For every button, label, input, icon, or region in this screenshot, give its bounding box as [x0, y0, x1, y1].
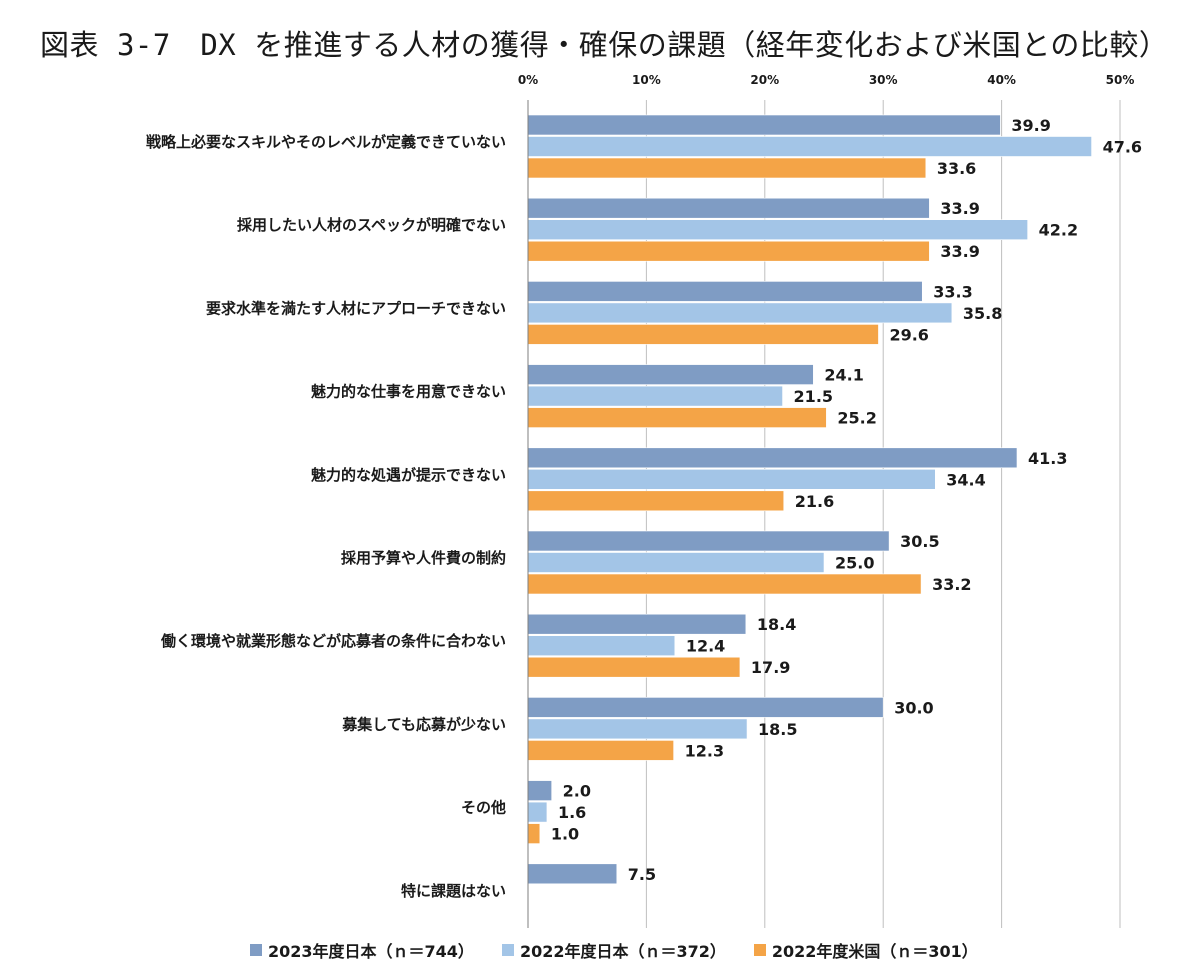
data-label: 35.8 [963, 304, 1002, 323]
data-label: 33.2 [932, 575, 971, 594]
x-tick-label: 50% [1106, 73, 1135, 87]
data-label: 2.0 [563, 782, 591, 801]
data-label: 34.4 [946, 470, 985, 489]
legend-swatch [250, 944, 262, 956]
data-label: 17.9 [751, 658, 790, 677]
bar [527, 573, 922, 595]
data-label: 30.0 [894, 698, 933, 717]
legend: 2023年度日本（ｎ＝744） 2022年度日本（ｎ＝372） 2022年度米国（ｎ… [250, 938, 978, 962]
data-label: 1.0 [551, 825, 579, 844]
data-label: 41.3 [1028, 449, 1067, 468]
legend-item: 2022年度米国（ｎ＝301） [753, 938, 978, 962]
data-label: 18.5 [758, 720, 797, 739]
x-tick-label: 10% [632, 73, 661, 87]
bar [527, 740, 674, 761]
data-label: 33.6 [937, 159, 976, 178]
bar [527, 219, 1028, 240]
bar [527, 281, 923, 302]
legend-swatch [753, 944, 766, 956]
bar [527, 136, 1092, 157]
bar [527, 530, 890, 552]
bar [527, 157, 927, 179]
bar [527, 447, 1018, 469]
x-tick-label: 40% [987, 73, 1016, 87]
legend-item: 2022年度日本（ｎ＝372） [501, 938, 726, 962]
category-label: 特に課題はない [401, 882, 506, 900]
data-label: 21.5 [794, 387, 833, 406]
bar [527, 240, 930, 262]
data-label: 1.6 [558, 803, 586, 822]
bar [527, 656, 741, 678]
data-label: 39.9 [1011, 116, 1050, 135]
bar [527, 613, 747, 635]
category-label: 魅力的な処遇が提示できない [311, 466, 506, 484]
category-label: 採用予算や人件費の制約 [341, 549, 506, 567]
data-label: 42.2 [1039, 221, 1078, 240]
data-label: 33.3 [933, 282, 972, 301]
bar [527, 385, 783, 407]
bar [527, 718, 748, 740]
category-label: 働く環境や就業形態などが応募者の条件に合わない [160, 632, 506, 650]
category-label: 募集しても応募が少ない [341, 715, 506, 733]
bar [527, 114, 1001, 136]
data-label: 25.2 [837, 409, 876, 428]
data-label: 21.6 [795, 492, 834, 511]
category-label: 要求水準を満たす人材にアプローチできない [206, 299, 506, 317]
category-label: 戦略上必要なスキルやそのレベルが定義できていない [146, 133, 506, 151]
bar [527, 697, 884, 718]
figure-title: 図表 3-7 DX を推進する人材の獲得・確保の課題（経年変化および米国との比較… [40, 28, 1169, 62]
category-label: 採用したい人材のスペックが明確でない [237, 216, 506, 234]
data-label: 33.9 [940, 199, 979, 218]
bar [527, 364, 814, 385]
data-label: 18.4 [757, 615, 796, 634]
bar [527, 490, 785, 512]
bar [527, 197, 930, 219]
bar [527, 801, 548, 823]
legend-item: 2023年度日本（ｎ＝744） [250, 938, 474, 962]
data-label: 12.3 [685, 741, 724, 760]
legend-label: 2022年度日本（ｎ＝372） [519, 942, 726, 961]
data-label: 33.9 [940, 242, 979, 261]
bar [527, 302, 953, 324]
x-tick-label: 30% [869, 73, 898, 87]
bar [527, 552, 825, 573]
data-label: 7.5 [628, 865, 656, 884]
data-label: 30.5 [900, 532, 939, 551]
data-label: 29.6 [889, 325, 928, 344]
bar [527, 823, 541, 844]
bar [527, 780, 552, 801]
x-tick-label: 20% [750, 73, 779, 87]
bar [527, 863, 618, 885]
data-label: 24.1 [824, 366, 863, 385]
bar [527, 407, 827, 428]
x-tick-label: 0% [518, 73, 538, 87]
data-label: 47.6 [1103, 138, 1142, 157]
data-label: 12.4 [686, 637, 725, 656]
bar [527, 324, 879, 345]
legend-label: 2023年度日本（ｎ＝744） [268, 942, 474, 961]
bar [527, 635, 676, 657]
legend-label: 2022年度米国（ｎ＝301） [771, 942, 978, 961]
category-label: 魅力的な仕事を用意できない [311, 383, 506, 401]
bar [527, 468, 936, 490]
legend-swatch [501, 944, 514, 956]
data-label: 25.0 [835, 554, 874, 573]
category-label: その他 [461, 799, 506, 817]
